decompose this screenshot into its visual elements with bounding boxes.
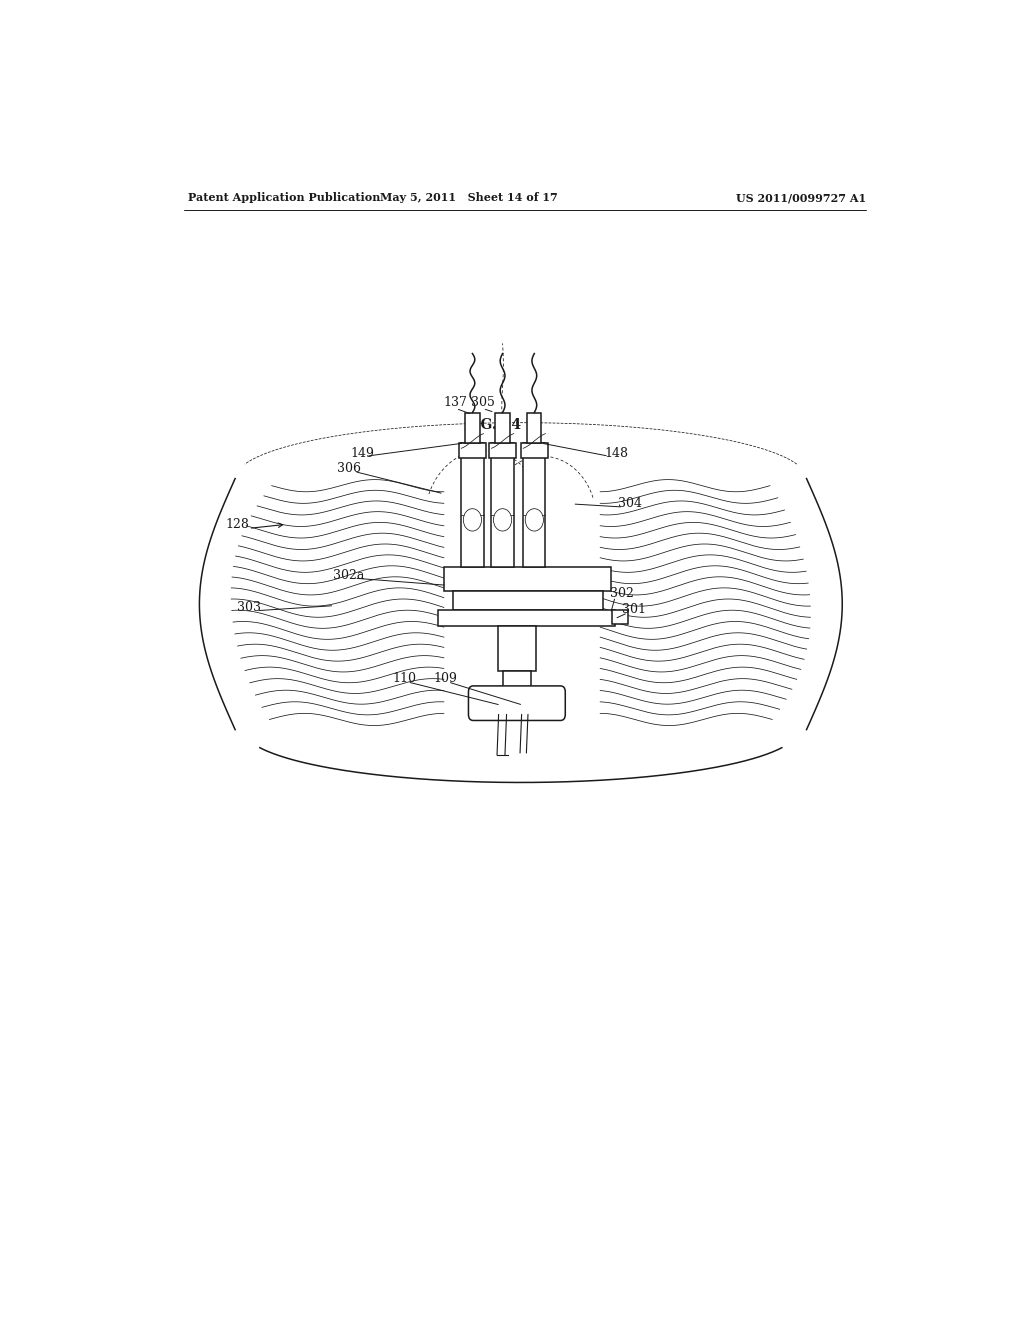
Bar [612, 610, 628, 624]
Text: FIG. 14: FIG. 14 [465, 417, 521, 432]
Text: 110: 110 [392, 672, 416, 685]
Bar [498, 626, 536, 671]
Bar [492, 444, 514, 568]
Bar [465, 413, 479, 444]
Ellipse shape [525, 508, 544, 531]
Text: Patent Application Publication: Patent Application Publication [187, 191, 380, 203]
Bar [454, 591, 602, 610]
Bar [437, 610, 615, 626]
FancyBboxPatch shape [468, 686, 565, 721]
Bar [496, 413, 510, 444]
Ellipse shape [463, 508, 481, 531]
Bar [503, 671, 531, 702]
Text: 128: 128 [225, 517, 250, 531]
Text: 302: 302 [609, 587, 634, 599]
Bar [521, 444, 548, 458]
Text: 304: 304 [617, 498, 642, 511]
Text: 306: 306 [337, 462, 360, 475]
Bar [459, 444, 486, 458]
Bar [461, 444, 483, 568]
Text: 137: 137 [443, 396, 468, 409]
Bar [523, 444, 546, 568]
Text: 109: 109 [433, 672, 458, 685]
Text: 305: 305 [471, 396, 495, 409]
Text: 301: 301 [623, 603, 646, 616]
Text: May 5, 2011   Sheet 14 of 17: May 5, 2011 Sheet 14 of 17 [380, 191, 558, 203]
Ellipse shape [494, 508, 512, 531]
Text: 149: 149 [350, 446, 374, 459]
Bar [443, 568, 610, 591]
Text: 148: 148 [604, 446, 628, 459]
Bar [489, 444, 516, 458]
Text: 303: 303 [237, 601, 261, 614]
Text: 302a: 302a [333, 569, 365, 582]
Bar [527, 413, 542, 444]
Text: US 2011/0099727 A1: US 2011/0099727 A1 [736, 191, 866, 203]
